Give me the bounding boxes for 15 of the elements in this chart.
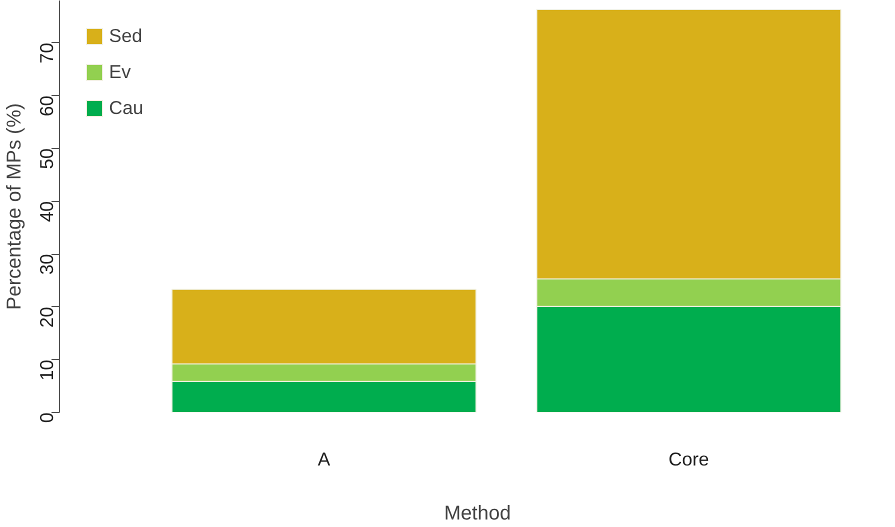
x-axis-title: Method	[444, 502, 511, 524]
y-tick-label: 0	[36, 412, 57, 423]
legend-label: Ev	[109, 61, 131, 83]
legend-label: Sed	[109, 25, 142, 47]
y-tick-label: 40	[36, 201, 57, 222]
y-axis-title: Percentage of MPs (%)	[4, 103, 26, 310]
y-tick-label: 50	[36, 148, 57, 170]
y-tick-label: 20	[36, 306, 57, 328]
legend-label: Cau	[109, 97, 144, 119]
y-tick-label: 30	[36, 254, 57, 275]
y-tick-label: 60	[36, 96, 57, 116]
x-tick-label: Core	[668, 448, 709, 470]
x-tick-label: A	[318, 448, 331, 470]
y-tick-label: 70	[36, 42, 57, 64]
y-tick-label: 10	[36, 360, 57, 380]
